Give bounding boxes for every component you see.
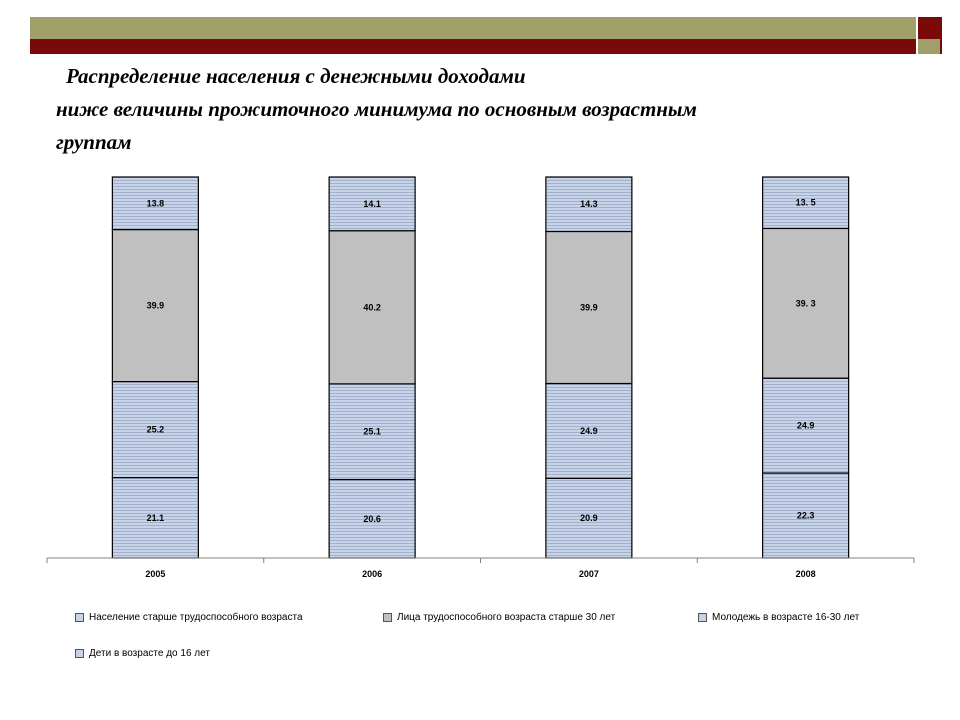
legend-item: Население старше трудоспособного возраст… [75,612,303,623]
bar-segment [111,176,199,231]
legend-item: Дети в возрасте до 16 лет [75,648,210,659]
data-label: 21.1 [147,513,165,523]
x-axis: 2005 2006 2007 2008 [46,557,915,579]
data-label: 14.3 [580,199,598,209]
data-label: 20.9 [580,513,598,523]
header-edge [940,17,942,54]
legend-swatch [75,649,84,658]
bar-segment [762,472,850,559]
bar-segment [545,230,633,385]
legend-item: Лица трудоспособного возраста старше 30 … [383,612,615,623]
data-label: 39.9 [147,301,165,311]
header-olive-bar [30,17,916,39]
data-label: 24.9 [797,421,815,431]
legend-label: Население старше трудоспособного возраст… [89,612,303,623]
bars-layer: 21.1 25.2 39.9 13.8 20.6 25.1 40.2 14.1 20.9 24.9… [111,176,850,559]
legend-label: Лица трудоспособного возраста старше 30 … [397,612,616,623]
bar-segment [545,382,633,479]
legend-swatch [75,613,84,622]
bar-segment [328,383,416,481]
bar-segment [328,230,416,385]
slide-title-line-3: группам [56,130,132,154]
data-label: 13.8 [147,198,165,208]
data-label: 25.2 [147,425,165,435]
header-maroon-bar [30,39,916,54]
x-tick-label: 2007 [579,569,599,579]
bar-segment [545,477,633,559]
header-divider [916,17,918,54]
data-label: 13. 5 [796,198,816,208]
data-label: 22.3 [797,511,815,521]
bar-segment [111,228,199,383]
data-label: 14.1 [363,199,381,209]
slide-title-line-1: Распределение населения с денежными дохо… [66,64,526,88]
bar-segment [762,176,850,230]
bar-segment [328,176,416,232]
legend-item: Молодежь в возрасте 16-30 лет [698,612,859,623]
header-corner-maroon-box [918,17,940,39]
bar-segment [762,227,850,379]
bar-segment [545,176,633,233]
data-label: 40.2 [363,302,381,312]
data-label: 39.9 [580,302,598,312]
x-tick-label: 2008 [796,569,816,579]
data-label: 20.6 [363,514,381,524]
bar-segment [111,380,199,479]
legend-swatch [383,613,392,622]
data-label: 24.9 [580,426,598,436]
legend-label: Молодежь в возрасте 16-30 лет [712,612,860,623]
legend-swatch [698,613,707,622]
bar-segment [762,377,850,474]
x-tick-label: 2006 [362,569,382,579]
header-corner-olive-box [918,39,940,54]
data-label: 25.1 [363,427,381,437]
slide-title-line-2: ниже величины прожиточного минимума по о… [56,97,697,121]
data-label: 39. 3 [796,298,816,308]
x-tick-label: 2005 [145,569,165,579]
legend-label: Дети в возрасте до 16 лет [89,648,210,659]
